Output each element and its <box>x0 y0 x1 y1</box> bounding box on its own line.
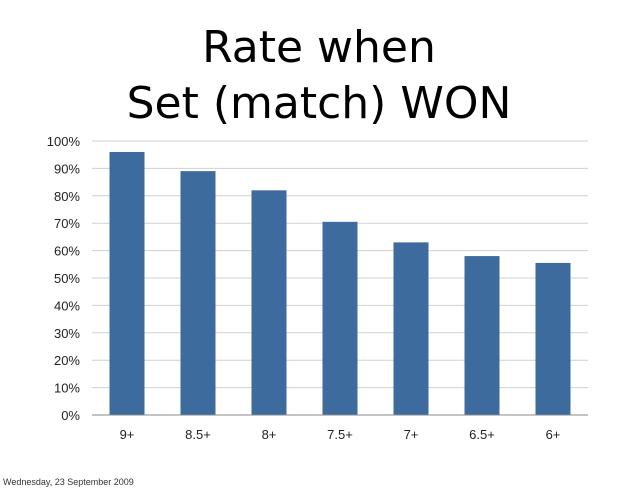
bar <box>251 190 287 415</box>
x-tick-label: 6+ <box>546 427 561 442</box>
x-tick-label: 8+ <box>262 427 277 442</box>
y-tick-label: 40% <box>54 298 80 313</box>
bar <box>393 242 429 415</box>
x-axis-tick-labels: 9+ 8.5+ 8+ 7.5+ 7+ 6.5+ 6+ <box>120 427 561 442</box>
bars <box>109 151 571 415</box>
x-tick-label: 7+ <box>404 427 419 442</box>
y-tick-label: 60% <box>54 244 80 259</box>
y-tick-label: 0% <box>61 408 80 423</box>
bar <box>109 151 145 415</box>
x-tick-label: 7.5+ <box>327 427 353 442</box>
y-tick-label: 90% <box>54 161 80 176</box>
bar <box>322 221 358 415</box>
y-tick-label: 50% <box>54 271 80 286</box>
footer-date: Wednesday, 23 September 2009 <box>3 477 134 487</box>
x-tick-label: 8.5+ <box>185 427 211 442</box>
x-tick-label: 9+ <box>120 427 135 442</box>
chart-title-line-2: Set (match) WON <box>126 78 512 129</box>
y-tick-label: 10% <box>54 381 80 396</box>
y-tick-label: 30% <box>54 326 80 341</box>
y-tick-label: 80% <box>54 189 80 204</box>
bar <box>180 171 216 415</box>
bar <box>535 262 571 415</box>
bar <box>464 256 500 415</box>
x-tick-label: 6.5+ <box>469 427 495 442</box>
y-axis-tick-labels: 0% 10% 20% 30% 40% 50% 60% 70% 80% 90% 100% <box>47 134 81 423</box>
chart-title-line-1: Rate when <box>202 22 436 73</box>
y-tick-label: 70% <box>54 216 80 231</box>
y-tick-label: 20% <box>54 353 80 368</box>
y-tick-label: 100% <box>47 134 81 149</box>
